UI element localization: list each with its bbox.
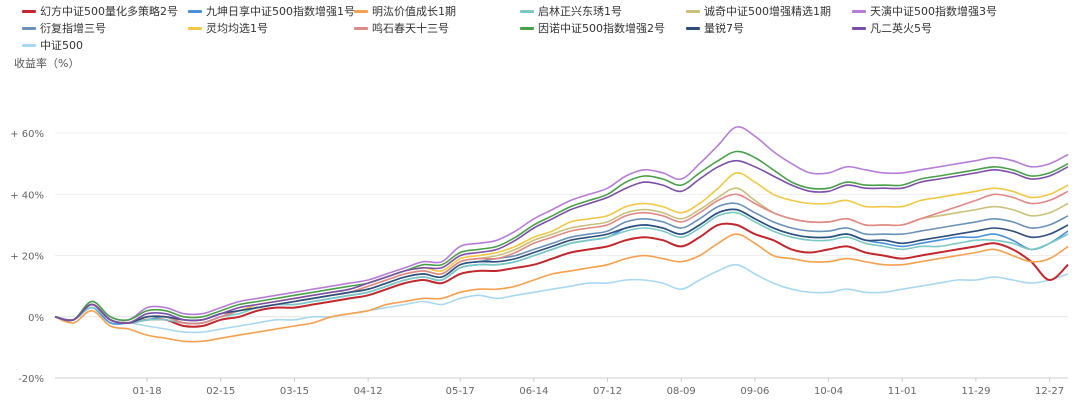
legend-item[interactable]: 凡二英火5号: [852, 21, 932, 37]
x-tick-label: 09-06: [740, 386, 769, 397]
legend-label: 鸣石春天十三号: [372, 22, 449, 35]
y-axis-label: 收益率（%）: [14, 57, 80, 70]
legend-label: 灵均均选1号: [206, 22, 268, 35]
series-lines: [54, 125, 1069, 343]
x-tick-label: 11-29: [961, 386, 990, 397]
legend-item[interactable]: 天演中证500指数增强3号: [852, 4, 997, 20]
x-tick-label: 10-04: [814, 386, 843, 397]
x-tick-label: 12-27: [1035, 386, 1064, 397]
series-line: [54, 125, 1069, 322]
legend-item[interactable]: 因诺中证500指数增强2号: [520, 21, 665, 37]
legend-swatch: [520, 26, 534, 30]
legend-swatch: [22, 9, 36, 13]
legend-swatch: [188, 9, 202, 13]
series-line: [54, 211, 1069, 325]
legend-item[interactable]: 衍复指增三号: [22, 21, 106, 37]
x-tick-label: 11-01: [888, 386, 917, 397]
legend-label: 凡二英火5号: [870, 22, 932, 35]
legend-swatch: [188, 26, 202, 30]
legend-item[interactable]: 九坤日享中证500指数增强1号: [188, 4, 355, 20]
legend-label: 明汯价值成长1期: [372, 5, 456, 18]
legend-swatch: [22, 43, 36, 47]
legend-label: 启林正兴东琇1号: [538, 5, 622, 18]
legend-item[interactable]: 诚奇中证500增强精选1期: [686, 4, 831, 20]
series-line: [54, 159, 1069, 325]
legend-item[interactable]: 启林正兴东琇1号: [520, 4, 622, 20]
legend-swatch: [520, 9, 534, 13]
legend-label: 量锐7号: [704, 22, 744, 35]
x-tick-label: 05-17: [446, 386, 475, 397]
series-line: [54, 190, 1069, 325]
y-axis-ticks: + 60% + 40% + 20% 0% -20%: [10, 129, 44, 385]
series-line: [54, 263, 1069, 334]
legend-swatch: [852, 9, 866, 13]
legend-swatch: [354, 26, 368, 30]
x-tick-label: 04-12: [354, 386, 383, 397]
x-tick-label: 07-12: [593, 386, 622, 397]
y-tick-label: + 20%: [10, 252, 44, 263]
x-tick-label: 02-15: [206, 386, 235, 397]
y-tick-label: 0%: [28, 313, 44, 324]
x-tick-label: 06-14: [519, 386, 548, 397]
y-tick-label: + 60%: [10, 129, 44, 140]
legend-swatch: [686, 9, 700, 13]
legend-swatch: [22, 26, 36, 30]
legend-item[interactable]: 量锐7号: [686, 21, 744, 37]
series-line: [54, 172, 1069, 324]
y-tick-label: -20%: [18, 374, 44, 385]
legend-item[interactable]: 鸣石春天十三号: [354, 21, 449, 37]
series-line: [54, 150, 1069, 322]
legend-label: 天演中证500指数增强3号: [870, 5, 997, 18]
legend-label: 幻方中证500量化多策略2号: [40, 5, 178, 18]
legend-item[interactable]: 中证500: [22, 38, 83, 54]
y-tick-label: + 40%: [10, 190, 44, 201]
legend-label: 诚奇中证500增强精选1期: [704, 5, 831, 18]
legend-label: 中证500: [40, 39, 83, 52]
legend-swatch: [852, 26, 866, 30]
legend-label: 衍复指增三号: [40, 22, 106, 35]
legend-item[interactable]: 幻方中证500量化多策略2号: [22, 4, 178, 20]
series-line: [54, 233, 1069, 343]
legend-label: 因诺中证500指数增强2号: [538, 22, 665, 35]
legend-item[interactable]: 明汯价值成长1期: [354, 4, 456, 20]
legend-swatch: [686, 26, 700, 30]
legend-swatch: [354, 9, 368, 13]
x-tick-label: 08-09: [667, 386, 696, 397]
series-line: [54, 222, 1069, 328]
x-tick-label: 01-18: [133, 386, 162, 397]
x-axis-ticks: 01-18 02-15 03-15 04-12 05-17 06-14 07-12 08-09…: [55, 377, 1068, 397]
legend-item[interactable]: 灵均均选1号: [188, 21, 268, 37]
legend-label: 九坤日享中证500指数增强1号: [206, 5, 355, 18]
x-tick-label: 03-15: [280, 386, 309, 397]
